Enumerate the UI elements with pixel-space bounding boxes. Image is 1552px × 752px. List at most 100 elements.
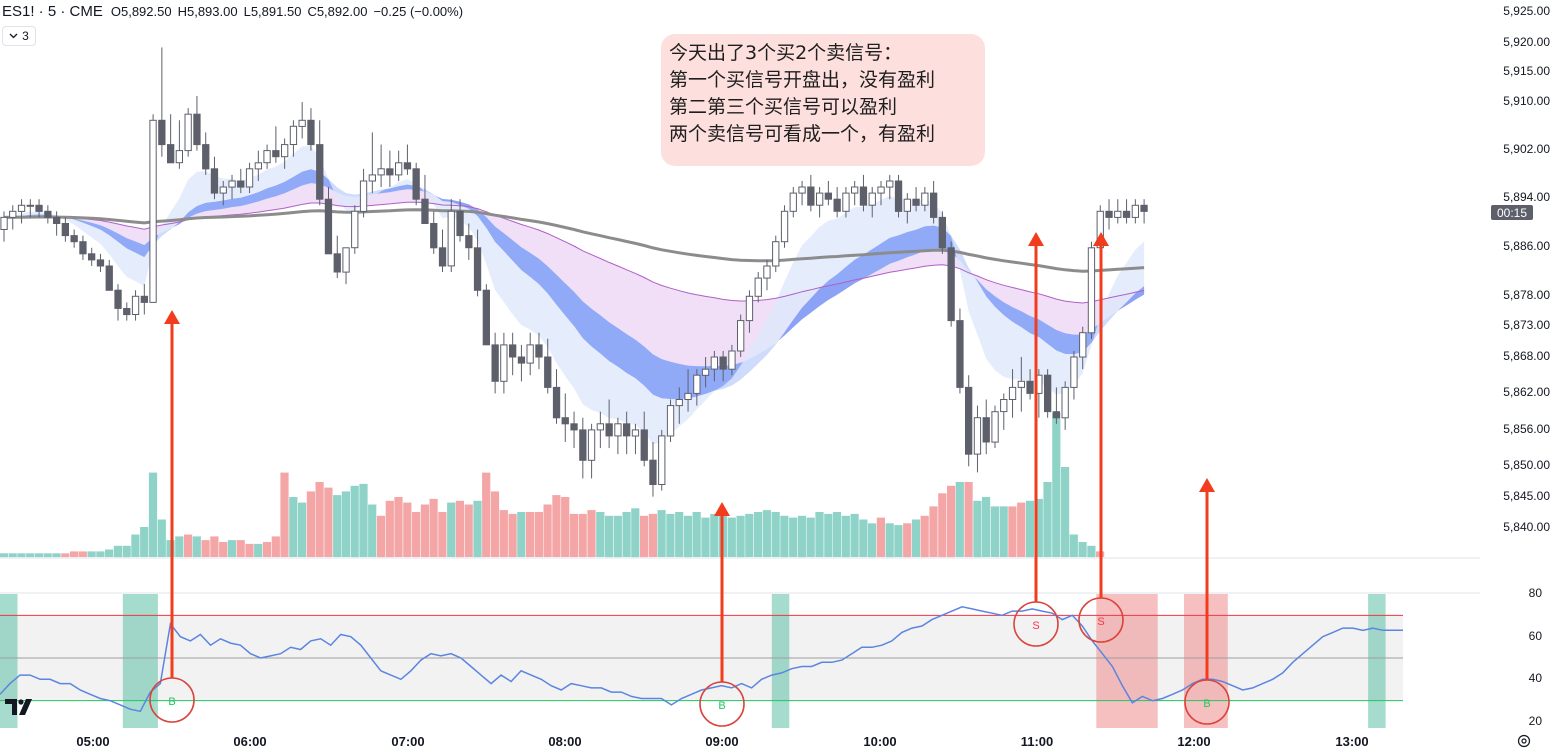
candle-body <box>684 392 692 400</box>
signal-label: S <box>1097 616 1104 628</box>
volume-bar <box>596 512 605 557</box>
time-tick-label: 08:00 <box>548 734 582 749</box>
high-value: 5,893.00 <box>186 4 238 19</box>
candle-body <box>175 150 183 164</box>
volume-bar <box>850 513 859 557</box>
volume-bar <box>113 545 122 558</box>
candle-body <box>88 253 96 261</box>
moving-average-ribbons <box>3 146 1145 445</box>
high-key: H <box>177 4 187 19</box>
candle-body <box>1087 247 1096 334</box>
candle-body <box>149 119 157 303</box>
volume-bar <box>52 553 61 558</box>
annotation-note[interactable]: 今天出了3个买2个卖信号： 第一个买信号开盘出，没有盈利 第二第三个买信号可以盈… <box>661 34 985 166</box>
volume-bar <box>350 485 359 558</box>
candle-body <box>298 119 306 127</box>
candle-body <box>789 192 797 212</box>
volume-bar <box>754 512 763 557</box>
candle-body <box>140 295 148 303</box>
candle-body <box>79 241 87 255</box>
volume-bar <box>43 553 52 558</box>
volume-bar <box>561 497 570 557</box>
candle-body <box>693 374 701 394</box>
volume-bar <box>604 515 614 558</box>
candle-body <box>44 210 52 218</box>
note-line: 第二第三个买信号可以盈利 <box>669 96 898 118</box>
candle-body <box>587 429 596 461</box>
signal-label: B <box>1203 698 1210 710</box>
signal-circle <box>699 681 745 727</box>
volume-bar <box>403 502 412 557</box>
volume-bar <box>359 483 368 557</box>
volume-bar <box>859 519 868 557</box>
price-tick-label: 5,840.00 <box>1503 520 1550 534</box>
candle-body <box>631 429 640 437</box>
signal-arrow-head <box>714 502 730 516</box>
candle-body <box>26 204 35 207</box>
candle-body <box>368 174 377 182</box>
candle-body <box>167 144 175 164</box>
candle-body <box>1000 399 1008 413</box>
volume-bar <box>324 487 333 557</box>
volume-bar <box>982 497 991 557</box>
volume-bar <box>990 506 999 557</box>
volume-bar <box>683 515 693 558</box>
indicator-tick-label: 80 <box>1528 586 1542 600</box>
candle-body <box>1017 380 1026 388</box>
volume-bar <box>955 482 964 557</box>
candle-body <box>1114 210 1122 218</box>
volume-bar <box>613 515 622 558</box>
volume-bar <box>929 506 938 557</box>
candle-body <box>956 320 964 388</box>
volume-bar <box>245 543 254 557</box>
volume-bar <box>70 551 79 557</box>
volume-bar <box>192 536 201 557</box>
volume-bar <box>552 495 561 557</box>
volume-bar <box>376 515 386 558</box>
signal-circle <box>1078 597 1124 643</box>
volume-bar <box>420 504 429 557</box>
volume-bar <box>508 513 517 557</box>
gear-icon[interactable] <box>1516 733 1532 749</box>
symbol-label[interactable]: ES1! · 5 · CME <box>2 3 103 20</box>
tradingview-logo-icon <box>5 699 32 715</box>
volume-bar <box>105 549 114 557</box>
candle-body <box>307 119 315 146</box>
volume-bar <box>771 512 780 557</box>
candle-body <box>666 405 675 437</box>
candle-body <box>552 386 561 419</box>
candle-body <box>772 241 780 267</box>
chart-header: ES1! · 5 · CME O5,892.50 H5,893.00 L5,891.… <box>2 3 463 20</box>
volume-bar <box>920 515 929 558</box>
volume-bar <box>543 504 552 557</box>
candle-body <box>763 265 771 279</box>
candle-body <box>807 186 815 206</box>
volume-bar <box>789 517 798 557</box>
volume-bar <box>938 493 947 558</box>
volume-bar <box>254 543 263 557</box>
volume-bar <box>1043 482 1052 557</box>
volume-bar <box>236 540 245 557</box>
volume-bar <box>289 497 298 557</box>
candle-body <box>1131 204 1139 218</box>
volume-bar <box>148 472 158 557</box>
indicators-collapse-button[interactable]: 3 <box>2 26 36 46</box>
volume-bar <box>219 542 228 557</box>
volume-bar <box>175 536 184 557</box>
volume-bar <box>17 553 26 558</box>
volume-bar <box>885 523 894 558</box>
volume-bar <box>464 504 473 557</box>
volume-bar <box>96 551 105 557</box>
price-tick-label: 5,850.00 <box>1503 458 1550 472</box>
candle-body <box>745 295 754 322</box>
volume-bar <box>815 512 824 557</box>
price-tick-label: 5,894.00 <box>1503 190 1550 204</box>
volume-bar <box>455 500 464 558</box>
candle-body <box>263 150 271 164</box>
volume-bar <box>131 534 140 557</box>
candle-body <box>324 198 333 255</box>
signal-label: B <box>718 700 725 712</box>
candle-body <box>816 192 824 206</box>
volume-bar <box>34 553 44 558</box>
